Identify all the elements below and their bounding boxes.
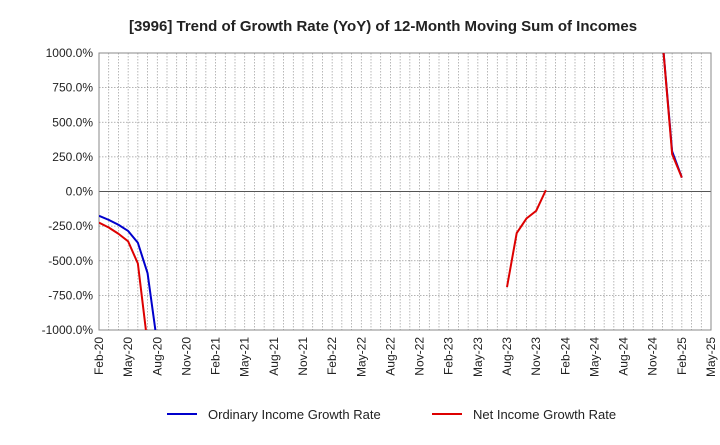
x-tick-label: Nov-22 [413, 337, 427, 376]
net-income-legend-label: Net Income Growth Rate [473, 407, 616, 422]
y-tick-label: -1000.0% [42, 323, 94, 337]
x-tick-label: Feb-24 [558, 337, 572, 375]
y-tick-label: 1000.0% [46, 46, 94, 60]
y-tick-label: 750.0% [52, 81, 93, 95]
chart-title: [3996] Trend of Growth Rate (YoY) of 12-… [129, 18, 637, 35]
x-tick-label: Feb-21 [209, 337, 223, 375]
x-tick-label: Nov-21 [296, 337, 310, 376]
x-tick-label: Aug-24 [617, 337, 631, 376]
x-tick-label: Feb-23 [442, 337, 456, 375]
net-income-series-line [662, 53, 683, 179]
x-tick-label: May-23 [471, 337, 485, 377]
legend: Ordinary Income Growth Rate Net Income Gr… [167, 407, 616, 422]
x-tick-label: Feb-25 [675, 337, 689, 375]
x-tick-label: Aug-23 [500, 337, 514, 376]
x-tick-label: Aug-21 [267, 337, 281, 376]
x-tick-label: May-20 [121, 337, 135, 377]
x-tick-label: Aug-22 [383, 337, 397, 376]
ordinary-income-legend-label: Ordinary Income Growth Rate [208, 407, 381, 422]
net-income-series-line [506, 189, 547, 288]
y-tick-label: -250.0% [48, 219, 93, 233]
y-tick-label: -500.0% [48, 254, 93, 268]
y-tick-label: 250.0% [52, 150, 93, 164]
x-tick-label: Nov-24 [646, 337, 660, 376]
x-tick-label: Feb-20 [92, 337, 106, 375]
x-tick-label: Aug-20 [150, 337, 164, 376]
y-tick-label: 0.0% [66, 185, 94, 199]
y-tick-label: 500.0% [52, 115, 93, 129]
x-tick-label: Feb-22 [325, 337, 339, 375]
x-tick-label: May-25 [704, 337, 718, 377]
ordinary-income-series-line [99, 214, 157, 330]
x-tick-label: May-22 [354, 337, 368, 377]
x-tick-label: Nov-20 [179, 337, 193, 376]
x-tick-label: May-21 [238, 337, 252, 377]
x-tick-label: Nov-23 [529, 337, 543, 376]
axis-layer: 1000.0% 750.0% 500.0% 250.0% 0.0% -250.0% -500… [42, 46, 718, 377]
grid-layer [98, 52, 712, 331]
plot-frame [98, 52, 712, 331]
net-income-series-line [99, 221, 147, 330]
series-layer [99, 53, 683, 330]
x-tick-label: May-24 [587, 337, 601, 377]
y-tick-label: -750.0% [48, 288, 93, 302]
